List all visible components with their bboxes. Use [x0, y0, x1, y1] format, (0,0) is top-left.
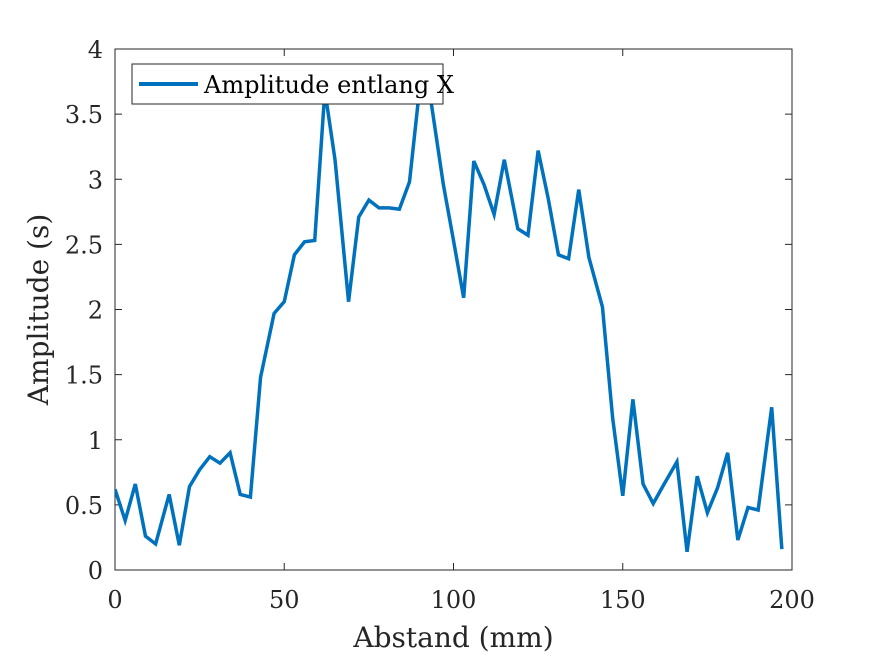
y-tick-label: 2.5	[65, 231, 103, 259]
y-tick-label: 0.5	[65, 492, 103, 520]
plot-area	[114, 48, 793, 571]
series-line	[115, 85, 784, 552]
x-tick-label: 100	[431, 586, 477, 614]
legend: Amplitude entlang X	[131, 63, 454, 105]
axis-tick-labels: 0 50 100 150 200 0 0.5 1 1.5 2 2.5 3 3.5 4	[65, 36, 815, 614]
x-axis-label: Abstand (mm)	[352, 621, 553, 654]
y-tick-label: 0	[88, 557, 103, 585]
series-layer	[115, 85, 784, 552]
y-tick-label: 1.5	[65, 362, 103, 390]
y-tick-label: 1	[88, 427, 103, 455]
x-tick-label: 200	[769, 586, 815, 614]
y-tick-label: 3	[88, 166, 103, 194]
y-tick-label: 4	[88, 36, 103, 64]
legend-entry: Amplitude entlang X	[203, 71, 454, 99]
y-tick-label: 2	[88, 297, 103, 325]
x-tick-label: 0	[107, 586, 122, 614]
x-tick-label: 150	[600, 586, 646, 614]
plot-border	[114, 48, 793, 571]
x-tick-label: 50	[269, 586, 300, 614]
y-axis-label: Amplitude (s)	[22, 214, 55, 407]
y-tick-label: 3.5	[65, 101, 103, 129]
